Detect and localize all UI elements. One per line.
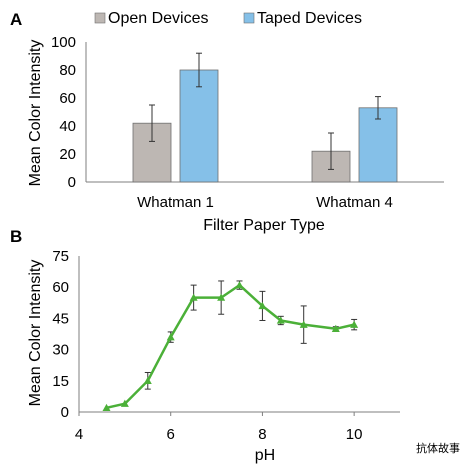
data-point	[276, 316, 285, 324]
y-tick-label: 100	[51, 34, 76, 51]
legend-swatch	[243, 12, 255, 24]
y-tick-label: 60	[59, 90, 76, 107]
plot-area: 0 20 40 60 80 100 Whatman 1 Whatman 4	[51, 34, 444, 211]
x-tick-label: 4	[75, 426, 83, 443]
bar	[358, 107, 398, 183]
watermark-text: 抗体故事	[416, 441, 460, 455]
data-point	[143, 376, 152, 384]
bar	[179, 69, 219, 183]
data-point	[235, 281, 244, 289]
y-tick-label: 75	[52, 248, 69, 265]
y-tick-label: 15	[52, 373, 69, 390]
y-axis-title: Mean Color Intensity	[27, 40, 44, 187]
data-point	[258, 301, 267, 310]
data-point	[331, 324, 340, 332]
panel-a-label: A	[10, 10, 22, 29]
x-tick-label: 6	[167, 426, 175, 443]
data-point	[189, 293, 198, 301]
y-tick-label: 20	[59, 146, 76, 163]
data-point	[102, 403, 111, 412]
legend: Open Devices Taped Devices	[94, 10, 362, 27]
y-tick-label: 45	[52, 310, 69, 327]
panel-a-bar-chart: A Open Devices Taped Devices Mean Color I…	[10, 10, 444, 234]
y-axis-title: Mean Color Intensity	[27, 260, 44, 407]
data-point	[350, 320, 359, 328]
panel-b-line-chart: B Mean Color Intensity pH 0 15 30 45 60 75 4 6 8…	[10, 227, 400, 464]
data-point	[166, 333, 175, 341]
legend-label: Open Devices	[108, 10, 209, 27]
x-tick-label: 10	[346, 426, 363, 443]
legend-swatch	[94, 12, 106, 24]
y-tick-label: 80	[59, 62, 76, 79]
y-tick-label: 0	[68, 174, 76, 191]
plot-area: 0 15 30 45 60 75 4 6 8 10	[52, 248, 400, 443]
y-tick-label: 30	[52, 342, 69, 359]
x-tick-label: 8	[258, 426, 266, 443]
x-tick-label: Whatman 4	[316, 194, 393, 211]
legend-label: Taped Devices	[257, 10, 362, 27]
series-line	[106, 283, 355, 410]
data-point	[217, 293, 226, 301]
panel-b-label: B	[10, 227, 22, 246]
x-axis-title: Filter Paper Type	[203, 217, 325, 234]
data-point	[299, 320, 308, 328]
y-tick-label: 40	[59, 118, 76, 135]
x-axis-title: pH	[255, 447, 275, 464]
y-tick-label: 0	[61, 404, 69, 421]
data-point	[120, 399, 129, 407]
x-tick-label: Whatman 1	[137, 194, 214, 211]
y-tick-label: 60	[52, 279, 69, 296]
